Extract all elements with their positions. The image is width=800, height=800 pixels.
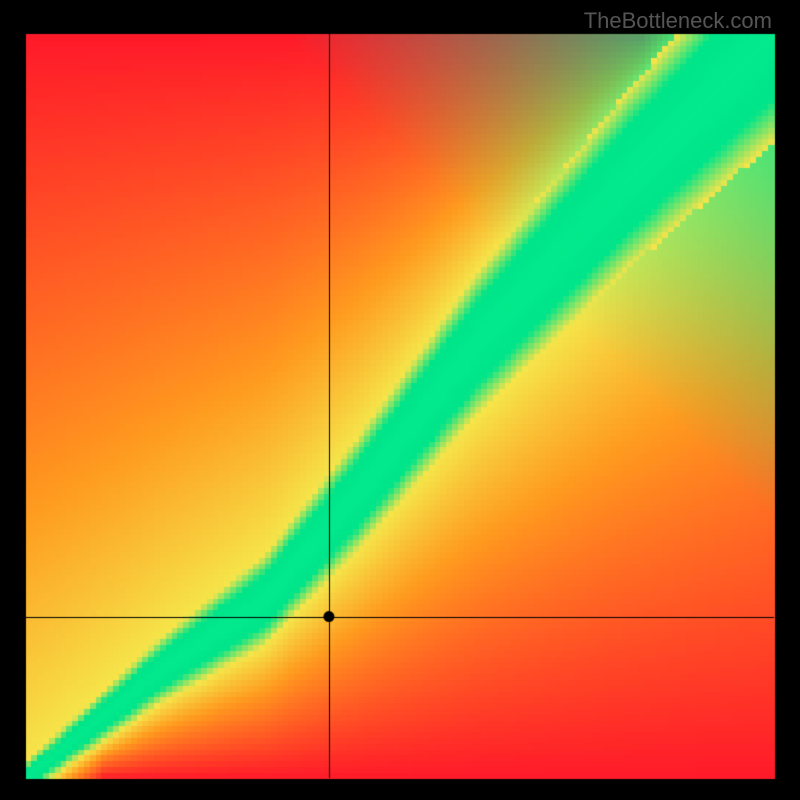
bottleneck-heatmap [0,0,800,800]
chart-container: TheBottleneck.com [0,0,800,800]
watermark-text: TheBottleneck.com [584,8,772,34]
